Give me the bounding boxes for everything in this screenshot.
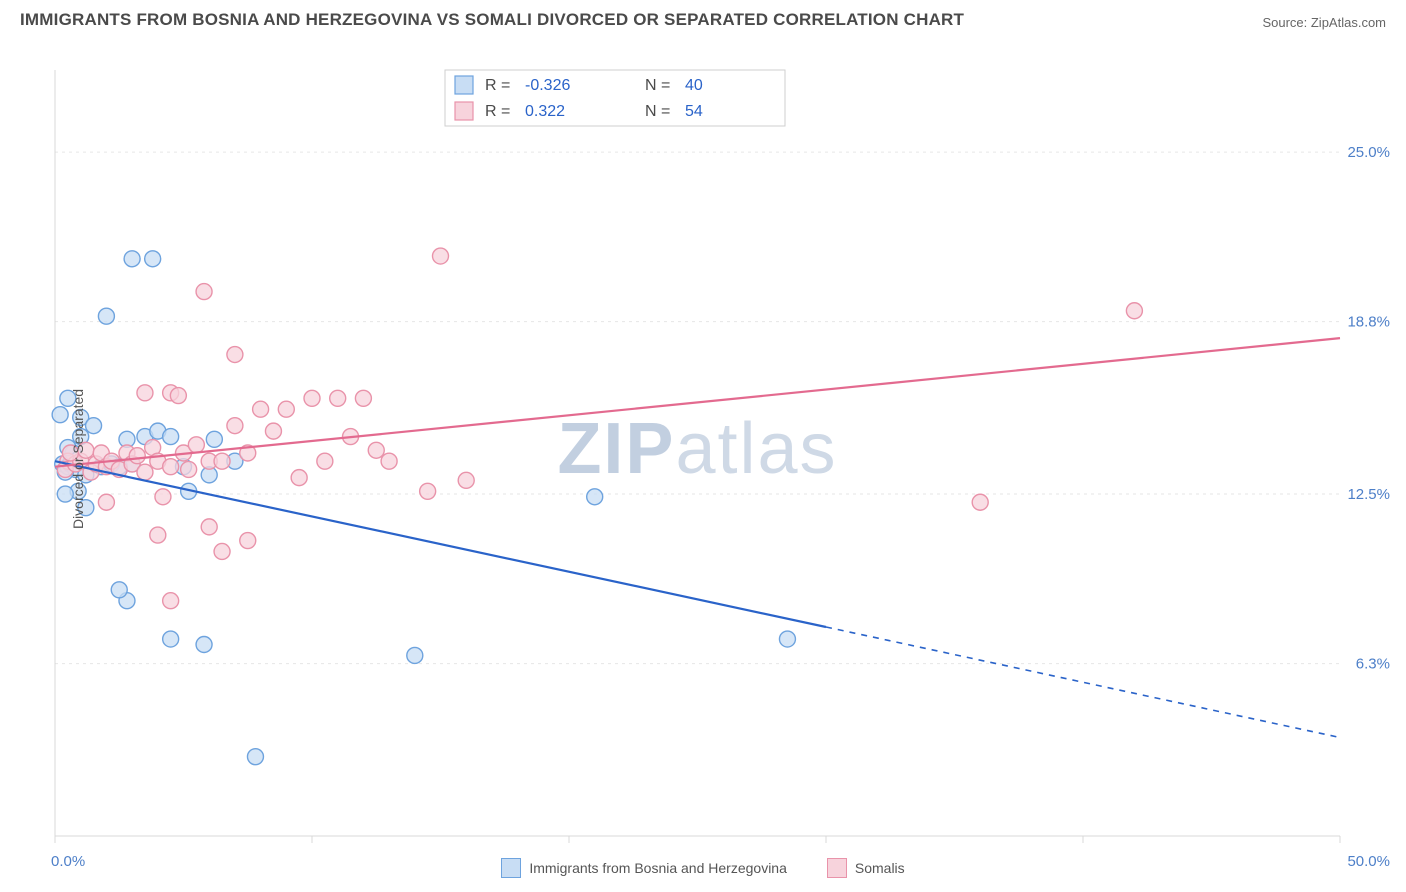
data-point-somali bbox=[170, 388, 186, 404]
scatter-chart: 6.3%12.5%18.8%25.0%0.0%50.0%ZIPatlasR =-… bbox=[0, 34, 1406, 884]
data-point-bosnia bbox=[52, 407, 68, 423]
data-point-somali bbox=[433, 248, 449, 264]
data-point-bosnia bbox=[145, 251, 161, 267]
data-point-bosnia bbox=[587, 489, 603, 505]
stats-swatch-somali bbox=[455, 102, 473, 120]
data-point-somali bbox=[129, 448, 145, 464]
data-point-somali bbox=[196, 284, 212, 300]
stats-r-value-somali: 0.322 bbox=[525, 103, 565, 120]
data-point-bosnia bbox=[407, 647, 423, 663]
data-point-somali bbox=[163, 593, 179, 609]
data-point-somali bbox=[214, 543, 230, 559]
data-point-somali bbox=[355, 390, 371, 406]
data-point-somali bbox=[368, 442, 384, 458]
data-point-somali bbox=[137, 464, 153, 480]
legend-item-bosnia: Immigrants from Bosnia and Herzegovina bbox=[501, 858, 787, 878]
data-point-somali bbox=[137, 385, 153, 401]
legend-swatch-bosnia bbox=[501, 858, 521, 878]
y-tick-label: 6.3% bbox=[1356, 656, 1390, 673]
source-label: Source: ZipAtlas.com bbox=[1262, 15, 1386, 30]
chart-title: IMMIGRANTS FROM BOSNIA AND HERZEGOVINA V… bbox=[20, 10, 964, 30]
data-point-somali bbox=[253, 401, 269, 417]
data-point-somali bbox=[317, 453, 333, 469]
y-axis-label: Divorced or Separated bbox=[70, 389, 86, 529]
legend-item-somali: Somalis bbox=[827, 858, 905, 878]
data-point-somali bbox=[330, 390, 346, 406]
data-point-bosnia bbox=[163, 429, 179, 445]
data-point-somali bbox=[278, 401, 294, 417]
data-point-bosnia bbox=[206, 431, 222, 447]
data-point-somali bbox=[214, 453, 230, 469]
data-point-bosnia bbox=[163, 631, 179, 647]
data-point-somali bbox=[458, 472, 474, 488]
legend-label-somali: Somalis bbox=[855, 860, 905, 876]
stats-n-value-somali: 54 bbox=[685, 103, 703, 120]
legend-label-bosnia: Immigrants from Bosnia and Herzegovina bbox=[529, 860, 787, 876]
data-point-bosnia bbox=[124, 251, 140, 267]
chart-area: Divorced or Separated 6.3% 12.5% 18.8% 25.0… bbox=[0, 34, 1406, 884]
data-point-somali bbox=[227, 418, 243, 434]
stats-n-value-bosnia: 40 bbox=[685, 77, 703, 94]
data-point-somali bbox=[227, 347, 243, 363]
data-point-bosnia bbox=[779, 631, 795, 647]
stats-n-label: N = bbox=[645, 103, 670, 120]
data-point-somali bbox=[155, 489, 171, 505]
data-point-somali bbox=[972, 494, 988, 510]
data-point-bosnia bbox=[247, 749, 263, 765]
data-point-somali bbox=[291, 470, 307, 486]
trend-line-bosnia-extrapolated bbox=[826, 627, 1340, 738]
data-point-somali bbox=[188, 437, 204, 453]
data-point-somali bbox=[1126, 303, 1142, 319]
data-point-somali bbox=[240, 533, 256, 549]
data-point-bosnia bbox=[111, 582, 127, 598]
data-point-somali bbox=[181, 461, 197, 477]
data-point-somali bbox=[201, 519, 217, 535]
stats-r-value-bosnia: -0.326 bbox=[525, 77, 570, 94]
data-point-somali bbox=[265, 423, 281, 439]
data-point-somali bbox=[98, 494, 114, 510]
data-point-bosnia bbox=[98, 308, 114, 324]
data-point-somali bbox=[381, 453, 397, 469]
data-point-somali bbox=[304, 390, 320, 406]
data-point-bosnia bbox=[196, 637, 212, 653]
y-tick-label: 18.8% bbox=[1347, 314, 1390, 331]
header: IMMIGRANTS FROM BOSNIA AND HERZEGOVINA V… bbox=[0, 0, 1406, 34]
data-point-somali bbox=[150, 527, 166, 543]
legend-swatch-somali bbox=[827, 858, 847, 878]
legend-bottom: Immigrants from Bosnia and Herzegovina S… bbox=[0, 858, 1406, 878]
data-point-somali bbox=[420, 483, 436, 499]
stats-n-label: N = bbox=[645, 77, 670, 94]
stats-r-label: R = bbox=[485, 77, 510, 94]
stats-swatch-bosnia bbox=[455, 76, 473, 94]
watermark: ZIPatlas bbox=[557, 409, 837, 489]
y-tick-label: 12.5% bbox=[1347, 486, 1390, 503]
data-point-somali bbox=[163, 459, 179, 475]
data-point-bosnia bbox=[86, 418, 102, 434]
y-tick-label: 25.0% bbox=[1347, 144, 1390, 161]
stats-r-label: R = bbox=[485, 103, 510, 120]
